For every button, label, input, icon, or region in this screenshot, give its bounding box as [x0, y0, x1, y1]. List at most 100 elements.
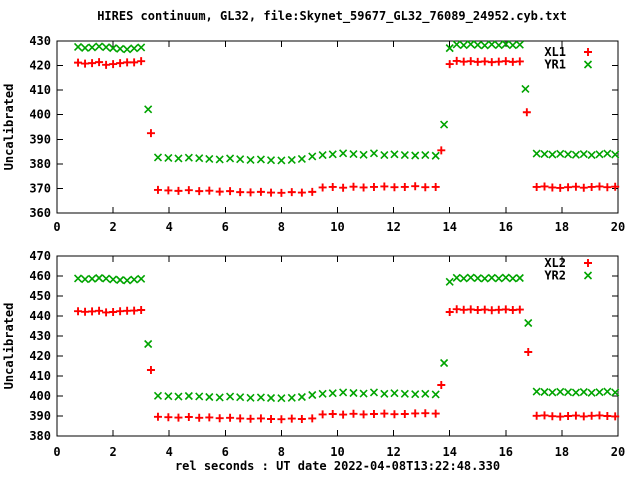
data-point-YR1	[571, 150, 580, 159]
data-point-XL2	[421, 409, 430, 418]
data-point-XL1	[437, 146, 446, 155]
data-point-XL1	[137, 57, 146, 66]
x-tick-label: 6	[222, 445, 229, 459]
data-point-XL2	[102, 308, 111, 317]
data-point-XL1	[380, 182, 389, 191]
data-point-XL2	[359, 410, 368, 419]
data-point-YR1	[421, 150, 430, 160]
data-point-YR1	[109, 44, 118, 53]
data-point-XL1	[195, 187, 204, 196]
data-point-XL2	[571, 411, 580, 420]
data-point-YR2	[445, 277, 454, 286]
data-point-XL2	[328, 410, 337, 418]
data-point-XL1	[318, 183, 327, 192]
data-point-YR1	[318, 150, 327, 160]
data-point-YR1	[440, 120, 449, 129]
data-point-YR2	[123, 276, 132, 285]
data-point-YR1	[164, 153, 173, 163]
data-point-XL2	[339, 410, 348, 419]
y-tick-label: 410	[29, 83, 51, 97]
data-point-YR1	[215, 155, 224, 164]
data-point-YR1	[287, 155, 296, 164]
data-point-XL2	[437, 381, 446, 389]
data-point-YR1	[508, 41, 517, 50]
x-tick-label: 14	[442, 220, 456, 234]
x-tick-label: 12	[386, 445, 400, 459]
data-point-YR2	[153, 391, 163, 400]
x-tick-label: 16	[499, 445, 513, 459]
data-point-XL1	[508, 57, 517, 66]
legend-label-YR2: YR2	[544, 269, 566, 283]
data-point-YR1	[174, 154, 183, 163]
y-tick-label: 460	[29, 269, 51, 283]
data-point-XL2	[524, 348, 533, 356]
data-point-YR2	[318, 389, 327, 398]
data-point-XL1	[494, 57, 503, 66]
data-point-XL2	[116, 307, 125, 316]
chart-title: HIRES continuum, GL32, file:Skynet_59677…	[97, 9, 567, 23]
data-point-XL1	[571, 182, 580, 191]
data-point-YR2	[440, 358, 449, 368]
data-point-YR2	[466, 273, 475, 282]
data-point-XL2	[349, 409, 358, 418]
data-point-XL1	[102, 60, 111, 69]
data-point-XL1	[339, 183, 348, 192]
data-point-XL2	[564, 412, 573, 420]
data-point-YR2	[532, 387, 541, 396]
data-point-YR1	[515, 40, 524, 49]
data-point-XL2	[380, 409, 389, 418]
y-tick-label: 440	[29, 309, 51, 323]
data-point-YR2	[459, 274, 468, 283]
data-point-XL1	[390, 183, 399, 192]
data-point-XL2	[579, 412, 588, 421]
data-point-YR1	[266, 156, 276, 165]
data-point-YR1	[339, 149, 348, 158]
data-point-YR2	[109, 275, 118, 284]
data-point-XL2	[297, 415, 306, 423]
data-point-XL2	[459, 305, 468, 314]
data-point-XL1	[205, 186, 214, 195]
y-axis-title: Uncalibrated	[2, 303, 16, 390]
data-point-XL1	[540, 182, 549, 191]
data-point-YR2	[205, 392, 214, 402]
data-point-YR1	[445, 44, 454, 53]
data-point-XL1	[130, 58, 139, 67]
data-point-XL1	[421, 183, 430, 192]
data-point-XL1	[277, 188, 286, 197]
data-point-YR2	[380, 389, 389, 398]
data-point-YR2	[164, 392, 173, 401]
x-tick-label: 20	[611, 220, 625, 234]
data-point-XL1	[109, 60, 118, 69]
data-point-YR1	[153, 153, 163, 162]
data-point-XL2	[473, 306, 482, 314]
data-point-XL1	[611, 182, 620, 191]
data-point-YR1	[95, 42, 104, 51]
data-point-YR2	[611, 388, 620, 397]
data-point-YR1	[532, 149, 541, 158]
legend-label-XL2: XL2	[544, 256, 566, 270]
data-point-XL2	[400, 410, 409, 418]
x-tick-label: 12	[386, 220, 400, 234]
data-point-XL1	[556, 183, 565, 192]
data-point-YR1	[521, 84, 530, 93]
data-point-YR1	[349, 149, 358, 159]
data-point-XL2	[277, 415, 286, 424]
data-point-XL1	[480, 57, 489, 66]
data-point-XL2	[532, 411, 541, 420]
data-point-YR2	[87, 274, 97, 283]
data-point-YR2	[349, 388, 358, 398]
data-point-XL1	[81, 59, 90, 68]
data-point-XL2	[369, 410, 378, 418]
legend-marker-YR1	[583, 60, 593, 69]
data-point-XL1	[359, 183, 368, 192]
data-point-XL1	[297, 188, 306, 197]
x-tick-label: 0	[53, 220, 60, 234]
data-point-XL1	[603, 183, 612, 192]
y-tick-label: 370	[29, 181, 51, 195]
data-point-YR1	[587, 150, 596, 160]
y-tick-label: 380	[29, 429, 51, 443]
data-point-XL2	[611, 412, 620, 421]
data-point-XL1	[184, 186, 193, 195]
data-point-YR1	[564, 150, 573, 159]
data-point-YR1	[328, 150, 337, 159]
